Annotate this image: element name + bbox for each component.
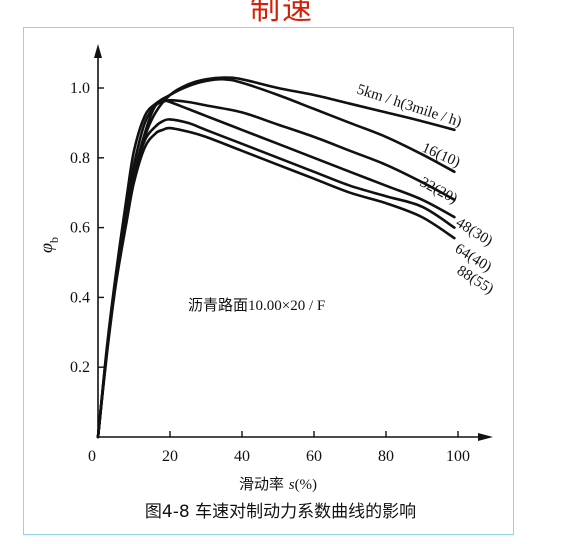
surface-annotation: 沥青路面10.00×20 / F	[188, 297, 325, 314]
x-axis-arrow	[478, 433, 493, 441]
y-tick-label: 0.2	[70, 359, 90, 376]
x-axis-label-unit: (%)	[295, 477, 318, 493]
series-lines	[96, 76, 456, 439]
y-axis-label: φb	[36, 237, 61, 253]
series-line	[96, 118, 456, 439]
x-tick-label: 0	[88, 448, 96, 465]
y-axis-label-sub: b	[47, 237, 61, 243]
x-tick-label: 40	[234, 448, 250, 465]
y-tick-label: 1.0	[70, 80, 90, 97]
x-tick-label: 100	[446, 448, 470, 465]
y-axis-label-main: φ	[36, 243, 56, 253]
y-axis-arrow	[94, 44, 102, 58]
series-line	[96, 126, 456, 439]
y-tick-label: 0.8	[70, 150, 90, 167]
y-tick-label: 0.6	[70, 220, 90, 237]
figure-frame	[23, 27, 514, 535]
series-label: 16(10)	[419, 140, 462, 171]
figure-caption: 图4-8 车速对制动力系数曲线的影响	[144, 502, 417, 522]
axes	[94, 44, 493, 441]
x-axis-label-var: s	[289, 477, 295, 493]
ticks: 0 20 40 60 80 100 0.2 0.4 0.6 0.8 1.0	[70, 80, 470, 465]
series-line	[96, 98, 456, 439]
x-tick-label: 80	[378, 448, 394, 465]
series-line	[96, 77, 456, 439]
series-label: 32(20)	[417, 174, 460, 207]
x-axis-label-prefix: 滑动率	[239, 475, 289, 493]
series-line	[96, 98, 456, 439]
y-tick-label: 0.4	[70, 289, 90, 306]
x-tick-label: 20	[162, 448, 178, 465]
header-fragment: 制速	[250, 0, 314, 27]
x-axis-label: 滑动率 s(%)	[239, 475, 317, 493]
series-labels: 5km / h(3mile / h)16(10)32(20)48(30)64(4…	[355, 82, 497, 298]
x-tick-label: 60	[306, 448, 322, 465]
series-label: 5km / h(3mile / h)	[355, 82, 464, 131]
